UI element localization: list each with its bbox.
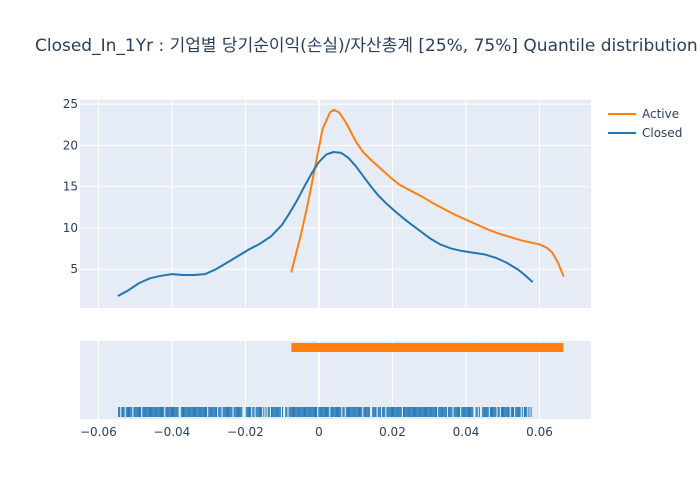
y-tick-label: 25 [63,97,78,111]
legend-label-closed: Closed [642,126,682,140]
y-tick-label: 5 [70,262,78,276]
x-tick-label: −0.04 [154,425,191,439]
series-lines [117,108,565,297]
x-tick-label: 0.04 [453,425,480,439]
x-tick-label: 0.02 [379,425,406,439]
series-line-active [290,108,565,277]
series-line-closed [117,151,534,297]
legend-label-active: Active [642,107,679,121]
rug-marks [118,343,564,417]
y-tick-label: 10 [63,221,78,235]
y-tick-label: 15 [63,180,78,194]
x-tick-label: 0.06 [526,425,553,439]
grid-lines [80,100,591,419]
y-axis-ticks: 5 10 15 20 25 [63,97,78,276]
x-axis-ticks: −0.06 −0.04 −0.02 0 0.02 0.04 0.06 [80,425,553,439]
rug-active-band [291,343,564,352]
x-tick-label: −0.06 [80,425,117,439]
rug-plot-background [80,341,591,419]
y-tick-label: 20 [63,138,78,152]
chart-title: Closed_In_1Yr : 기업별 당기순이익(손실)/자산총계 [25%,… [35,36,698,56]
x-tick-label: 0 [315,425,323,439]
legend: Active Closed [608,107,682,140]
x-tick-label: −0.02 [227,425,264,439]
main-plot-background [80,100,591,308]
